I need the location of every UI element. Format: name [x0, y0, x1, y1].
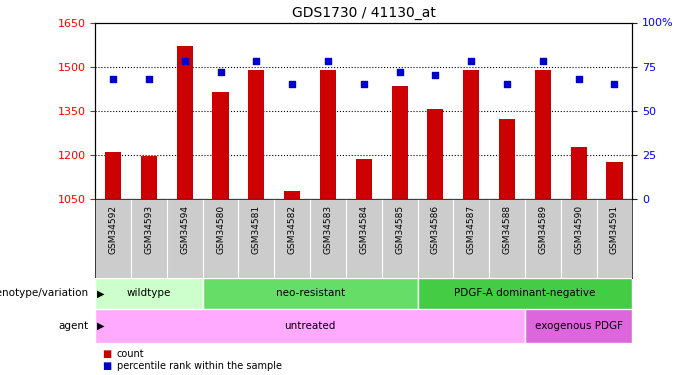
- Bar: [141, 156, 157, 199]
- Text: percentile rank within the sample: percentile rank within the sample: [117, 361, 282, 371]
- Point: [143, 76, 154, 82]
- Text: ■: ■: [102, 361, 112, 371]
- Bar: [95, 309, 525, 343]
- Bar: [571, 147, 587, 199]
- Text: GSM34588: GSM34588: [503, 205, 511, 254]
- Bar: [203, 278, 418, 309]
- Bar: [607, 162, 623, 199]
- Bar: [248, 69, 265, 199]
- Point: [609, 81, 620, 87]
- Text: genotype/variation: genotype/variation: [0, 288, 88, 298]
- Bar: [463, 69, 479, 199]
- Text: GSM34586: GSM34586: [431, 205, 440, 254]
- Point: [573, 76, 584, 82]
- Text: GSM34583: GSM34583: [324, 205, 333, 254]
- Bar: [212, 92, 228, 199]
- Text: GSM34589: GSM34589: [539, 205, 547, 254]
- Point: [466, 58, 477, 64]
- Text: untreated: untreated: [284, 321, 336, 331]
- Text: GSM34581: GSM34581: [252, 205, 261, 254]
- Point: [107, 76, 118, 82]
- Bar: [356, 159, 372, 199]
- Point: [251, 58, 262, 64]
- Text: GSM34580: GSM34580: [216, 205, 225, 254]
- Text: GSM34593: GSM34593: [144, 205, 154, 254]
- Text: GSM34587: GSM34587: [466, 205, 476, 254]
- Text: count: count: [117, 349, 145, 359]
- Text: ▶: ▶: [97, 321, 104, 331]
- Bar: [525, 309, 632, 343]
- Bar: [392, 86, 408, 199]
- Text: ▶: ▶: [97, 288, 104, 298]
- Text: GSM34592: GSM34592: [109, 205, 118, 254]
- Title: GDS1730 / 41130_at: GDS1730 / 41130_at: [292, 6, 436, 20]
- Point: [180, 58, 190, 64]
- Text: agent: agent: [58, 321, 88, 331]
- Bar: [418, 278, 632, 309]
- Bar: [499, 120, 515, 199]
- Text: GSM34582: GSM34582: [288, 205, 296, 254]
- Point: [322, 58, 333, 64]
- Bar: [95, 278, 203, 309]
- Text: GSM34594: GSM34594: [180, 205, 189, 254]
- Point: [215, 69, 226, 75]
- Point: [537, 58, 548, 64]
- Point: [502, 81, 513, 87]
- Text: exogenous PDGF: exogenous PDGF: [534, 321, 623, 331]
- Point: [287, 81, 298, 87]
- Text: ■: ■: [102, 349, 112, 359]
- Text: GSM34585: GSM34585: [395, 205, 404, 254]
- Bar: [177, 46, 193, 199]
- Point: [394, 69, 405, 75]
- Text: wildtype: wildtype: [126, 288, 171, 298]
- Point: [358, 81, 369, 87]
- Bar: [534, 69, 551, 199]
- Text: PDGF-A dominant-negative: PDGF-A dominant-negative: [454, 288, 596, 298]
- Bar: [105, 152, 121, 199]
- Text: GSM34584: GSM34584: [359, 205, 369, 254]
- Text: neo-resistant: neo-resistant: [275, 288, 345, 298]
- Bar: [320, 69, 336, 199]
- Text: GSM34591: GSM34591: [610, 205, 619, 254]
- Text: GSM34590: GSM34590: [574, 205, 583, 254]
- Bar: [284, 191, 301, 199]
- Bar: [427, 109, 443, 199]
- Point: [430, 72, 441, 78]
